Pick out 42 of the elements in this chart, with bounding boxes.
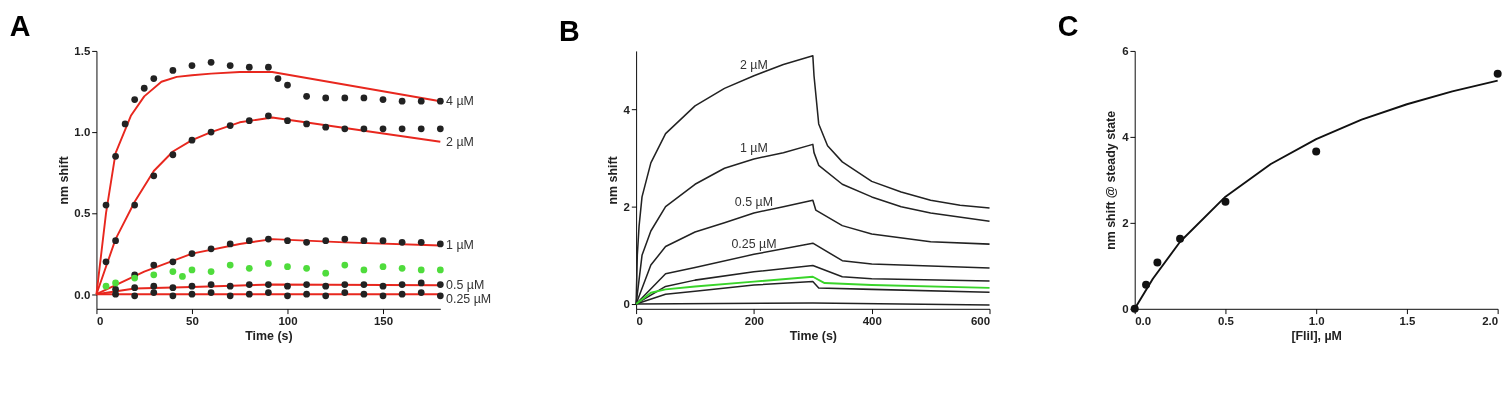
y-axis-title: nm shift xyxy=(56,156,71,205)
y-axis-title: nm shift @ steady state xyxy=(1104,110,1119,250)
x-tick-label: 0 xyxy=(96,314,104,327)
series-label: 2 µM xyxy=(740,58,768,73)
chart-title: A xyxy=(9,9,31,42)
series-label: 0.5 µM xyxy=(734,195,774,210)
x-tick-label: 100 xyxy=(278,314,298,327)
x-tick-label: 0.5 xyxy=(1217,314,1235,327)
y-tick-label: 6 xyxy=(1122,45,1129,58)
x-tick-label: 2.0 xyxy=(1482,314,1499,327)
series-label: 0.25 µM xyxy=(446,291,492,306)
y-tick-label: 0 xyxy=(1122,303,1129,316)
y-tick-label: 0.0 xyxy=(74,288,91,301)
series-label: 0.25 µM xyxy=(731,236,777,251)
x-tick-label: 400 xyxy=(862,314,882,327)
x-tick-label: 0 xyxy=(636,314,643,327)
x-axis-title: [FliI], µM xyxy=(1291,328,1342,343)
x-tick-label: 1.5 xyxy=(1399,314,1416,327)
y-tick-label: 4 xyxy=(623,103,631,116)
series-label: 1 µM xyxy=(446,238,474,253)
y-axis-title: nm shift xyxy=(605,156,620,205)
chart-title: B xyxy=(559,15,580,48)
y-tick-label: 0 xyxy=(623,298,630,311)
x-axis-title: Time (s) xyxy=(245,328,293,343)
y-tick-label: 2 xyxy=(623,200,630,213)
y-tick-label: 1.0 xyxy=(74,126,91,139)
x-tick-label: 50 xyxy=(186,314,199,327)
x-axis-title: Time (s) xyxy=(789,328,837,343)
y-tick-label: 4 xyxy=(1122,131,1130,144)
x-tick-label: 600 xyxy=(970,314,991,327)
y-tick-label: 2 xyxy=(1122,217,1129,230)
x-tick-label: 150 xyxy=(373,314,394,327)
y-tick-label: 1.5 xyxy=(74,45,91,58)
series-label: 0.5 µM xyxy=(446,278,485,293)
chart-title: C xyxy=(1057,9,1079,42)
x-tick-label: 0.0 xyxy=(1135,314,1152,327)
series-label: 1 µM xyxy=(740,141,768,156)
x-tick-label: 200 xyxy=(744,314,764,327)
y-tick-label: 0.5 xyxy=(74,207,91,220)
series-label: 4 µM xyxy=(446,94,474,109)
series-label: 2 µM xyxy=(446,134,474,149)
x-tick-label: 1.0 xyxy=(1308,314,1325,327)
